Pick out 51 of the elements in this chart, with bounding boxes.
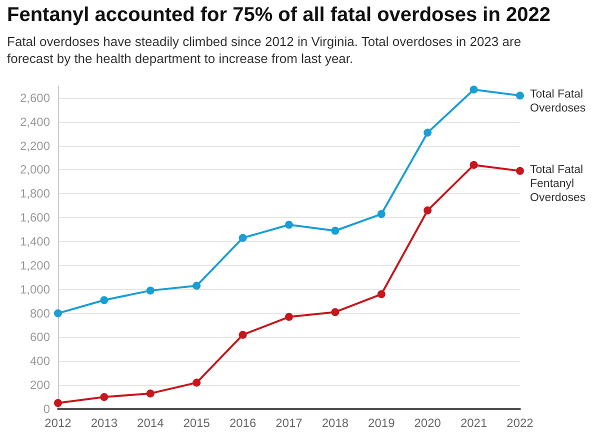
point: [377, 290, 386, 298]
point: [54, 399, 62, 408]
y-tick-label: 2,400: [20, 114, 50, 129]
x-tick-label: 2012: [44, 416, 72, 430]
x-tick-label: 2013: [90, 416, 118, 430]
point: [192, 378, 201, 387]
chart-title: Fentanyl accounted for 75% of all fatal overdoses in 2022: [7, 4, 551, 26]
point: [146, 389, 154, 398]
x-tick-label: 2021: [460, 416, 488, 430]
y-tick-label: 1,800: [20, 186, 50, 201]
y-tick-label: 1,000: [20, 282, 50, 296]
y-tick-label: 1,400: [20, 234, 50, 249]
x-tick-label: 2016: [229, 416, 256, 430]
point: [192, 282, 201, 290]
point: [285, 220, 293, 229]
x-tick-label: 2022: [506, 416, 534, 430]
point: [516, 92, 524, 100]
point: [100, 393, 108, 402]
chart-subtitle: Fatal overdoses have steadily climbed since 2012 in Virginia. Total overdoses in 2023 are forecast by the health department to increase from last year.: [7, 34, 522, 66]
x-tick-label: 2015: [183, 416, 210, 430]
series-label: Total Fatal Fentanyl Overdoses: [530, 164, 586, 204]
point: [424, 206, 432, 214]
point: [516, 166, 524, 175]
point: [238, 330, 247, 339]
point: [377, 210, 386, 218]
y-tick-label: 1,200: [20, 258, 50, 272]
x-tick-label: 2018: [322, 416, 349, 430]
y-tick-label: 200: [30, 378, 50, 392]
y-tick-label: 600: [30, 330, 50, 344]
y-tick-label: 0: [43, 402, 50, 416]
y-tick-label: 2,200: [20, 138, 50, 153]
x-tick-label: 2014: [137, 416, 164, 430]
point: [331, 226, 340, 235]
point: [285, 312, 293, 321]
y-tick-label: 800: [30, 306, 50, 320]
point: [470, 160, 478, 169]
x-tick-label: 2017: [276, 416, 303, 430]
y-tick-label: 2,000: [20, 162, 50, 177]
point: [331, 308, 340, 316]
point: [146, 286, 154, 295]
point: [470, 86, 478, 94]
x-tick-label: 2020: [414, 416, 442, 430]
point: [54, 309, 62, 318]
point: [424, 128, 432, 137]
x-tick-label: 2019: [368, 416, 396, 430]
point: [238, 234, 247, 242]
y-tick-label: 2,600: [20, 90, 50, 105]
y-tick-label: 400: [30, 354, 50, 368]
series-label: Total Fatal Overdoses: [530, 88, 586, 115]
y-tick-label: 1,600: [20, 210, 50, 225]
point: [100, 296, 108, 304]
